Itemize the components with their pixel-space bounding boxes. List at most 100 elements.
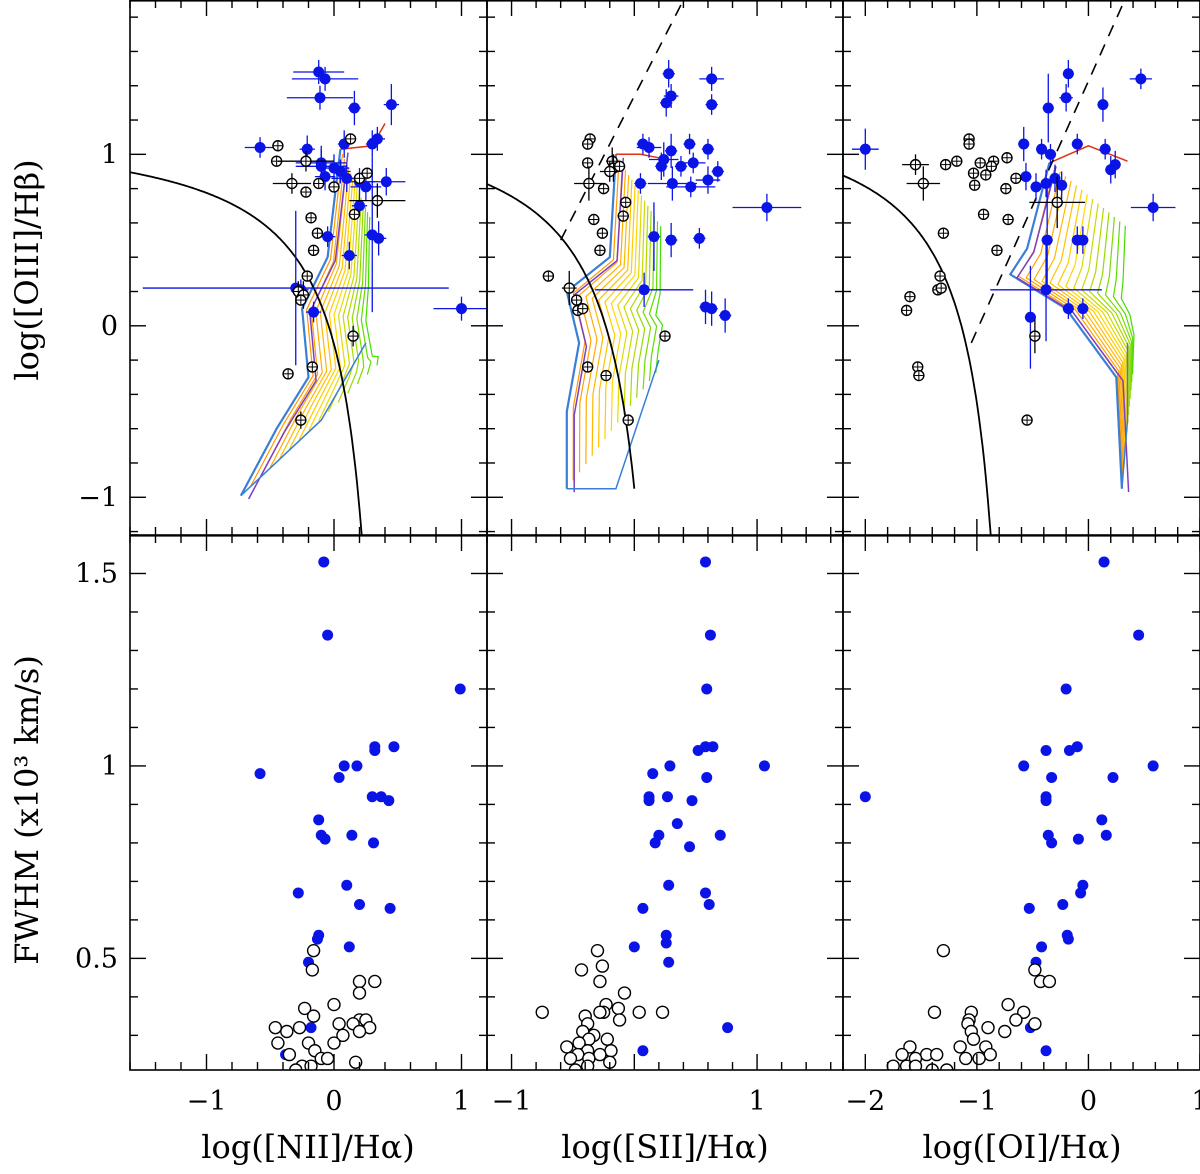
agn-point bbox=[315, 160, 327, 172]
agn-point bbox=[684, 138, 696, 150]
plot-area-bottom-middle bbox=[535, 556, 770, 1070]
hii-point bbox=[966, 1032, 981, 1046]
model-grid-line bbox=[629, 205, 649, 407]
hii-point bbox=[604, 1044, 618, 1058]
agn-point bbox=[1060, 683, 1072, 695]
kewley-demarcation-curve bbox=[130, 171, 363, 535]
agn-point bbox=[1098, 556, 1110, 568]
agn-point bbox=[1077, 234, 1089, 246]
model-grid-line bbox=[610, 190, 639, 431]
agn-point bbox=[712, 165, 724, 177]
panel-frame bbox=[129, 0, 488, 536]
model-grid-line bbox=[636, 210, 652, 398]
y-tick-label: 1.5 bbox=[75, 558, 118, 589]
hii-point bbox=[927, 1005, 942, 1019]
hii-point bbox=[1009, 1013, 1023, 1027]
y-tick-label: 1 bbox=[101, 751, 118, 782]
xlabel-middle: log([SII]/Hα) bbox=[561, 1128, 768, 1166]
model-grid-line bbox=[1073, 198, 1129, 424]
x-tick-label: 0 bbox=[325, 1086, 342, 1117]
model-grid-line bbox=[288, 173, 352, 450]
agn-point bbox=[1046, 837, 1058, 849]
y-tick-label: 0.5 bbox=[75, 943, 118, 974]
x-tick-label: 1 bbox=[1191, 1086, 1200, 1117]
hii-point bbox=[595, 959, 610, 973]
hii-point bbox=[1042, 974, 1057, 989]
hii-point bbox=[593, 974, 607, 989]
agn-point bbox=[665, 234, 677, 246]
agn-point bbox=[707, 741, 719, 753]
agn-point bbox=[758, 760, 770, 772]
hii-point bbox=[320, 1051, 335, 1066]
agn-point bbox=[1056, 179, 1068, 191]
agn-point bbox=[702, 143, 714, 155]
hii-point bbox=[972, 1051, 986, 1066]
agn-point bbox=[665, 145, 677, 157]
agn-point bbox=[703, 898, 715, 910]
hii-point bbox=[563, 1051, 578, 1066]
hii-point bbox=[535, 1005, 549, 1019]
model-grid-edge-bottom bbox=[566, 359, 660, 490]
hii-point bbox=[560, 1040, 574, 1054]
agn-point bbox=[761, 201, 773, 213]
agn-point bbox=[692, 745, 704, 757]
agn-point bbox=[649, 837, 661, 849]
agn-point bbox=[319, 833, 331, 845]
hii-point bbox=[930, 1047, 944, 1062]
agn-point bbox=[368, 837, 380, 849]
hii-point bbox=[953, 1040, 967, 1054]
agn-point bbox=[714, 829, 726, 841]
model-grid-line bbox=[655, 226, 664, 373]
x-tick-label: −1 bbox=[492, 1086, 532, 1117]
xlabel-left: log([NII]/Hα) bbox=[201, 1128, 415, 1166]
agn-point bbox=[859, 791, 871, 803]
hii-point bbox=[600, 1032, 615, 1046]
hii-point bbox=[895, 1047, 909, 1062]
agn-point bbox=[313, 814, 325, 826]
hii-point bbox=[336, 1028, 350, 1043]
ylabel-top: log([OIII]/Hβ) bbox=[8, 159, 46, 380]
panel-top-right bbox=[842, 0, 1200, 536]
panel-top-left: −1 0 1 bbox=[78, 0, 488, 536]
hii-point bbox=[655, 1005, 670, 1019]
model-grid-line bbox=[347, 202, 364, 394]
agn-point bbox=[343, 249, 355, 261]
agn-point bbox=[702, 174, 714, 186]
agn-point bbox=[1030, 181, 1042, 193]
panel-bottom-middle: −1 1 bbox=[486, 534, 844, 1117]
panel-bottom-left: 0.5 1 1.5 −1 0 1 bbox=[75, 534, 488, 1117]
agn-point bbox=[706, 73, 718, 85]
agn-point bbox=[318, 556, 330, 568]
agn-point bbox=[454, 683, 466, 695]
hii-point bbox=[268, 1020, 283, 1035]
model-grid-line bbox=[642, 216, 655, 390]
agn-point bbox=[637, 902, 649, 914]
agn-point bbox=[675, 160, 687, 172]
hii-point bbox=[1028, 1017, 1042, 1031]
hii-point bbox=[611, 1001, 626, 1016]
hii-point bbox=[280, 1024, 294, 1039]
agn-point bbox=[663, 68, 675, 80]
plot-area-top-right bbox=[843, 0, 1176, 535]
model-grid-line bbox=[1088, 207, 1131, 407]
chart-panels: −1 0 1 0.5 1 1.5 −1 0 1 −1 1 −2 −1 0 1 bbox=[75, 0, 1200, 1117]
agn-point bbox=[1042, 102, 1054, 114]
model-grid-line bbox=[623, 200, 646, 415]
x-tick-label: 0 bbox=[1080, 1086, 1097, 1117]
hii-point bbox=[289, 1063, 303, 1070]
agn-point bbox=[1072, 833, 1084, 845]
hii-point bbox=[983, 1047, 997, 1062]
agn-point bbox=[704, 629, 716, 641]
model-grid-line bbox=[356, 207, 367, 385]
agn-point bbox=[384, 902, 396, 914]
agn-point bbox=[1107, 771, 1119, 783]
agn-point bbox=[1096, 814, 1108, 826]
agn-point bbox=[648, 231, 660, 243]
agn-point bbox=[1135, 73, 1147, 85]
agn-point bbox=[1062, 303, 1074, 315]
y-tick-label: −1 bbox=[78, 482, 118, 513]
plot-area-top-middle bbox=[487, 0, 802, 493]
agn-point bbox=[664, 760, 676, 772]
agn-point bbox=[322, 231, 334, 243]
